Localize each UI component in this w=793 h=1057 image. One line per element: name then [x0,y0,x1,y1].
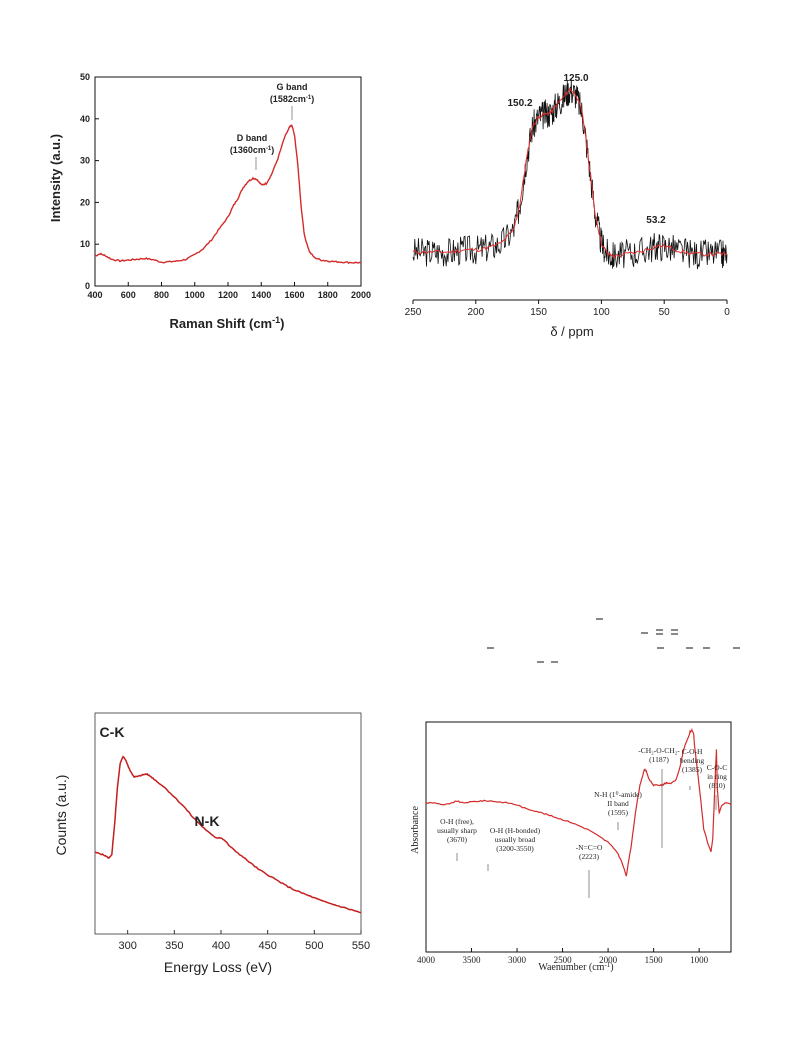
nmr-spectrum-line [412,79,728,270]
raman-x-tick-label: 1800 [318,290,338,300]
ftir-annotation-line: O-H (H-bonded) [490,826,541,835]
nmr-chart: 250 200 150 100 50 0 δ / ppm 125.0 150.2 53.2 [405,73,731,339]
ftir-plot-frame [425,721,732,953]
ftir-xlabel: Waenumber (cm-1) [538,961,613,973]
raman-plot-layer: 400 600 800 1000 1200 1400 1600 1800 2000 0 10 20 30… [80,72,371,300]
eels-x-tick-label: 450 [258,940,276,952]
ftir-x-tick-label: 3000 [508,955,527,965]
ftir-annotation-line: usually sharp [437,826,477,835]
raman-chart: 400 600 800 1000 1200 1400 1600 1800 2000 0 10 20 30… [48,72,371,331]
nmr-peak-150: 150.2 [507,98,532,109]
raman-y-tick-label: 20 [80,197,90,207]
eels-x-tick-label: 300 [118,940,136,952]
raman-x-tick-label: 600 [121,290,136,300]
raman-ylabel: Intensity (a.u.) [48,134,63,222]
ftir-x-tick-label: 1500 [645,955,664,965]
ftir-annotation-line: (1385) [682,765,702,774]
raman-y-tick-label: 10 [80,239,90,249]
ftir-annotation-line: O-H (free), [440,817,474,826]
nmr-peak-53: 53.2 [646,215,666,226]
eels-x-tick-label: 550 [352,940,370,952]
stray-dash-marks [487,618,740,663]
nmr-peak-125: 125.0 [563,73,588,84]
ftir-ylabel: Absorbance [410,806,421,854]
ftir-series-line [425,727,732,877]
ftir-annotation-line: (3670) [447,835,467,844]
raman-plot-frame [94,76,362,287]
ftir-annotation-line: N-H (1⁰-amide) [594,790,642,799]
raman-x-tick-label: 800 [154,290,169,300]
nmr-fit-line [412,87,728,259]
raman-x-tick-label: 1200 [218,290,238,300]
raman-d-label: D band [237,133,268,143]
ftir-annotation: -N=C=O (2223) [576,843,603,861]
eels-ylabel: Counts (a.u.) [53,775,69,856]
ftir-annotation-line: in ring [707,772,727,781]
ftir-annotation-line: (3200-3550) [496,844,534,853]
nmr-xlabel: δ / ppm [550,324,593,339]
ftir-x-tick-label: 1000 [690,955,709,965]
ftir-annotation: -CH₂-O-CH₂-(1187) [638,746,680,764]
ftir-annotation-line: -N=C=O [576,843,603,852]
nmr-x-tick-label: 50 [659,307,671,318]
ftir-annotation: O-H (H-bonded) usually broad (3200-3550) [490,826,541,853]
eels-chart: 300 350 400 450 500 550 Energy Loss (eV) Coun… [53,712,370,975]
nmr-x-tick-label: 250 [405,307,422,318]
ftir-annotation-line: (810) [709,781,726,790]
raman-d-value: (1360cm-1) [230,145,274,155]
eels-x-tick-label: 350 [165,940,183,952]
ftir-x-tick-label: 3500 [463,955,482,965]
ftir-annotation-line: bending [680,756,704,765]
raman-g-value: (1582cm-1) [270,94,314,104]
ftir-annotation-line: usually broad [495,835,536,844]
eels-nk-label: N-K [195,813,220,829]
eels-x-tick-label: 500 [305,940,323,952]
ftir-annotation-line: (2223) [579,852,599,861]
raman-x-tick-label: 400 [87,290,102,300]
eels-plot-layer: 300 350 400 450 500 550 [94,712,370,952]
ftir-annotation-line: (1595) [608,808,628,817]
eels-x-tick-label: 400 [212,940,230,952]
raman-x-tick-label: 1000 [185,290,205,300]
ftir-annotation-line: -CH₂-O-CH₂- [638,746,680,755]
ftir-annotation: N-H (1⁰-amide) II band (1595) [594,790,642,817]
nmr-x-tick-label: 150 [530,307,547,318]
nmr-x-tick-label: 100 [593,307,610,318]
eels-plot-frame [94,712,362,935]
ftir-annotation: C-O-C in ring (810) [707,763,727,790]
ftir-annotations: O-H (free), usually sharp (3670) O-H (H-bon… [437,746,727,898]
raman-xlabel: Raman Shift (cm-1) [170,315,285,331]
raman-y-tick-label: 40 [80,114,90,124]
raman-x-tick-label: 1400 [251,290,271,300]
raman-g-label: G band [277,82,308,92]
ftir-chart: 4000 3500 3000 2500 2000 1500 1000 Waenumber (… [410,721,732,973]
raman-y-tick-label: 30 [80,156,90,166]
nmr-x-tick-label: 200 [467,307,484,318]
eels-xlabel: Energy Loss (eV) [164,959,272,975]
raman-series-line [94,124,362,264]
ftir-plot-layer: 4000 3500 3000 2500 2000 1500 1000 [417,721,732,965]
raman-x-tick-label: 1600 [284,290,304,300]
ftir-annotation-line: C-O-H [682,747,703,756]
ftir-x-tick-label: 4000 [417,955,436,965]
raman-y-tick-label: 0 [85,281,90,291]
ftir-annotation: C-O-H bending (1385) [680,747,704,774]
ftir-x-tick-label: 2500 [554,955,573,965]
raman-x-tick-label: 2000 [351,290,371,300]
eels-series-line [94,755,362,914]
ftir-annotation-line: C-O-C [707,763,727,772]
ftir-x-tick-label: 2000 [599,955,618,965]
ftir-annotation-line: II band [607,799,629,808]
ftir-annotation-line: (1187) [649,755,669,764]
nmr-plot-layer: 250 200 150 100 50 0 [405,79,730,318]
raman-y-tick-label: 50 [80,72,90,82]
ftir-annotation: O-H (free), usually sharp (3670) [437,817,477,844]
nmr-x-tick-label: 0 [724,307,730,318]
eels-ck-label: C-K [100,724,125,740]
